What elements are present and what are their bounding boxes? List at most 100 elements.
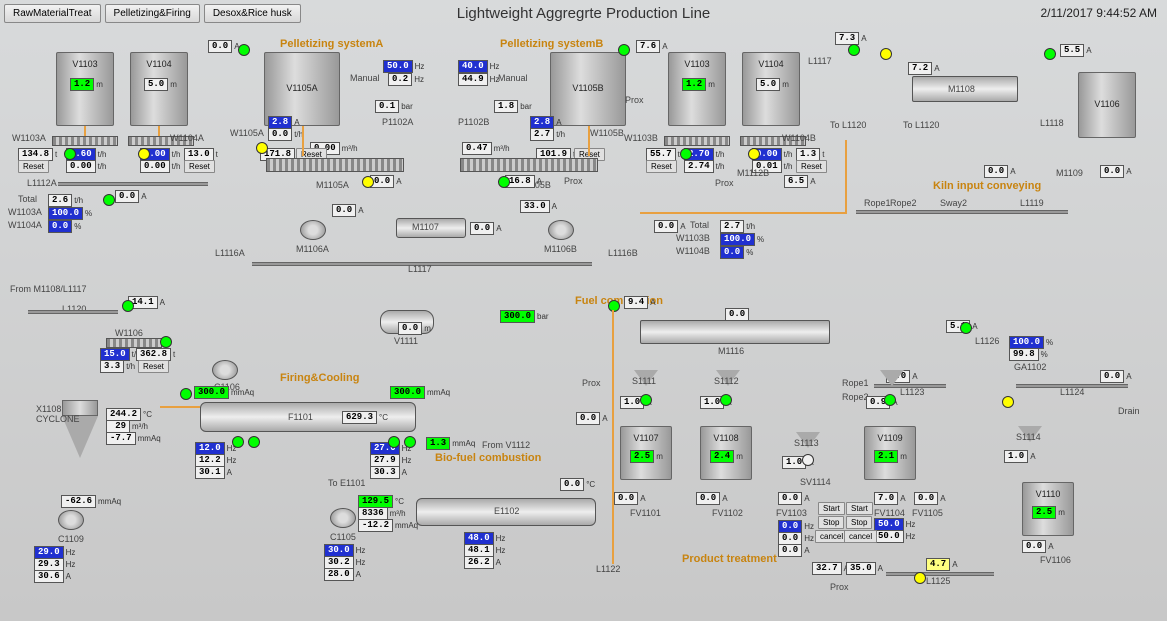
raw-material-button[interactable]: RawMaterialTreat bbox=[4, 4, 101, 23]
level-v1103-l: 1.2m bbox=[70, 78, 103, 91]
reading-0a-fv5: 0.0A bbox=[914, 492, 946, 505]
reading-2-7th: 2.7t/h bbox=[530, 128, 565, 141]
reading-n12-2mmaq: -12.2mmAq bbox=[358, 519, 418, 532]
reading-5-5a: 5.5A bbox=[1060, 44, 1092, 57]
stop-button-2[interactable]: Stop bbox=[846, 516, 872, 529]
label-m1106a: M1106A bbox=[296, 244, 329, 254]
label-x1108: X1108 CYCLONE bbox=[36, 404, 80, 424]
label-w1104a: W1104A bbox=[170, 133, 204, 143]
reading-0-0a-5: 0.0A bbox=[332, 204, 364, 217]
status-dot-6 bbox=[122, 300, 134, 312]
label-sv1114: SV1114 bbox=[800, 477, 831, 487]
status-dot-18c bbox=[138, 148, 150, 160]
reading-100p-b: 100.0% bbox=[720, 233, 764, 246]
tag-v1104-l: V1104 bbox=[146, 59, 171, 69]
label-total-r: Total bbox=[690, 220, 709, 230]
status-dot-5b bbox=[880, 48, 892, 60]
status-dot-2 bbox=[256, 142, 268, 154]
tag-v1103-l: V1103 bbox=[72, 59, 97, 69]
start-button-1[interactable]: Start bbox=[818, 502, 845, 515]
reading-3-3th: 3.3t/h bbox=[100, 360, 135, 373]
stop-button-1[interactable]: Stop bbox=[818, 516, 844, 529]
reading-0a-fv1: 0.0A bbox=[614, 492, 646, 505]
level-v1109: 2.1m bbox=[874, 450, 907, 463]
reset-button-6[interactable]: Reset bbox=[796, 160, 827, 173]
reading-2-6th: 2.6t/h bbox=[48, 194, 83, 207]
label-l1123: L1123 bbox=[900, 387, 924, 397]
label-prox4: Prox bbox=[582, 378, 601, 388]
reading-0a-fv6: 0.0A bbox=[1022, 540, 1054, 553]
pipe-v4 bbox=[588, 126, 590, 156]
start-button-2[interactable]: Start bbox=[846, 502, 873, 515]
reading-30-6a: 30.6A bbox=[34, 570, 71, 583]
reset-button-7[interactable]: Reset bbox=[138, 360, 169, 373]
label-w1103b-p: W1103B bbox=[676, 233, 710, 243]
status-dot-18b bbox=[64, 148, 76, 160]
tag-v1106: V1106 bbox=[1094, 99, 1119, 109]
reading-7-6a: 7.6A bbox=[636, 40, 668, 53]
label-manual-1: Manual bbox=[350, 73, 380, 83]
reading-40hz: 40.0Hz bbox=[458, 60, 499, 73]
reading-0a-fv2: 0.0A bbox=[696, 492, 728, 505]
label-to-l1120b: To L1120 bbox=[903, 120, 939, 130]
reset-button-1[interactable]: Reset bbox=[18, 160, 49, 173]
reading-0-47m3h: 0.47m³/h bbox=[462, 142, 510, 155]
label-l1122: L1122 bbox=[596, 564, 620, 574]
cancel-button-2[interactable]: cancel bbox=[844, 530, 877, 543]
pipe-v6 bbox=[612, 310, 614, 564]
label-ga1102: GA1102 bbox=[1014, 362, 1046, 372]
tag-v1109: V1109 bbox=[877, 433, 902, 443]
conv-l1112a bbox=[58, 182, 208, 186]
reading-30-1a: 30.1A bbox=[195, 466, 232, 479]
level-v1104-l: 5.0m bbox=[144, 78, 177, 91]
status-dot-18 bbox=[103, 194, 115, 206]
reading-n62-6mmaq: -62.6mmAq bbox=[61, 495, 121, 508]
status-dot-18d bbox=[680, 148, 692, 160]
reset-button-2[interactable]: Reset bbox=[184, 160, 215, 173]
pipe-v3 bbox=[302, 126, 304, 156]
status-dot-15 bbox=[884, 394, 896, 406]
label-prox3: Prox bbox=[625, 95, 644, 105]
status-dot-1 bbox=[238, 44, 250, 56]
section-product: Product treatment bbox=[682, 553, 777, 565]
reading-0-0a-m1109b: 0.0A bbox=[1100, 165, 1132, 178]
reading-7-2a: 7.2A bbox=[908, 62, 940, 75]
reading-300mmaq2: 300.0mmAq bbox=[390, 386, 450, 399]
section-biofuel: Bio-fuel combustion bbox=[435, 452, 541, 464]
reading-33-0a: 33.0A bbox=[520, 200, 557, 213]
label-l1124: L1124 bbox=[1060, 387, 1084, 397]
reset-button-5[interactable]: Reset bbox=[646, 160, 677, 173]
status-dot-14 bbox=[720, 394, 732, 406]
reading-0-0a-1: 0.0A bbox=[208, 40, 240, 53]
tag-v1110: V1110 bbox=[1036, 489, 1061, 499]
section-pellet-b: Pelletizing systemB bbox=[500, 38, 603, 50]
reading-2-7th-tot: 2.7t/h bbox=[720, 220, 755, 233]
reading-99-8p: 99.8% bbox=[1009, 348, 1048, 361]
label-fv1104: FV1104 bbox=[874, 508, 905, 518]
feeder-w1103a bbox=[52, 136, 118, 146]
pelletizing-firing-button[interactable]: Pelletizing&Firing bbox=[105, 4, 200, 23]
label-l1118: L1118 bbox=[1040, 118, 1064, 128]
silo-v1105b: V1105B bbox=[550, 52, 626, 126]
section-pellet-a: Pelletizing systemA bbox=[280, 38, 383, 50]
label-w1104b-p: W1104B bbox=[676, 246, 710, 256]
status-dot-17 bbox=[914, 572, 926, 584]
reading-0-0a-l1124: 0.0A bbox=[1100, 370, 1132, 383]
label-rope1: Rope1 bbox=[864, 198, 891, 208]
reading-0-1bar: 0.1bar bbox=[375, 100, 413, 113]
reading-0-0th-a: 0.0t/h bbox=[268, 128, 303, 141]
reading-44-9hz: 44.9Hz bbox=[458, 73, 499, 86]
reading-0-2hz: 0.2Hz bbox=[388, 73, 424, 86]
status-dot-9b bbox=[248, 436, 260, 448]
label-prox1: Prox bbox=[564, 176, 583, 186]
tag-v1105b: V1105B bbox=[572, 83, 603, 93]
reading-100p: 100.0% bbox=[48, 207, 92, 220]
pipe-h1 bbox=[640, 212, 846, 214]
label-l1125: L1125 bbox=[926, 576, 950, 586]
level-v1107: 2.5m bbox=[630, 450, 663, 463]
reading-7a: 7.0A bbox=[874, 492, 906, 505]
section-kiln-conv: Kiln input conveying bbox=[933, 180, 1041, 192]
label-l1126: L1126 bbox=[975, 336, 999, 346]
desox-rice-husk-button[interactable]: Desox&Rice husk bbox=[204, 4, 301, 23]
level-v1103-r: 1.2m bbox=[682, 78, 715, 91]
